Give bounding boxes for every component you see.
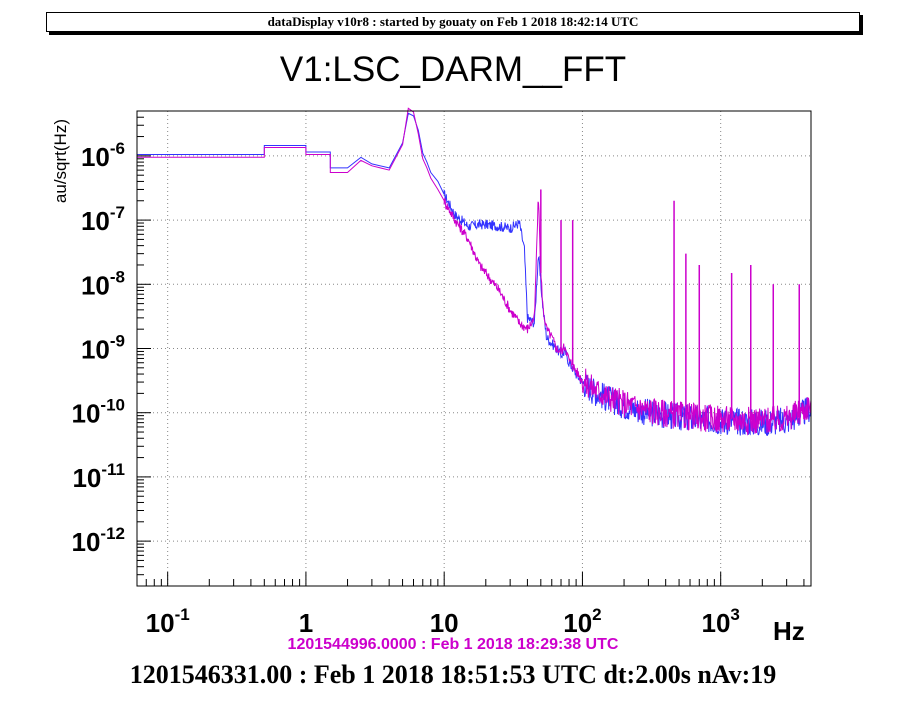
header-text: dataDisplay v10r8 : started by gouaty on… [267, 14, 639, 29]
y-tick-label: 10-12 [72, 524, 126, 557]
x-axis-label: Hz [773, 616, 805, 646]
y-axis-label: au/sqrt(Hz) [51, 119, 70, 203]
x-tick-label: 10 [430, 608, 459, 638]
x-tick-label: 102 [563, 605, 601, 638]
x-tick-label: 1 [299, 608, 313, 638]
y-tick-label: 10-11 [72, 460, 125, 493]
y-tick-label: 10-10 [72, 396, 126, 429]
reference-time-label: 1201544996.0000 : Feb 1 2018 18:29:38 UT… [287, 636, 619, 653]
series-line [137, 107, 812, 436]
header-box: dataDisplay v10r8 : started by gouaty on… [46, 12, 860, 32]
plot-title: V1:LSC_DARM__FFT [279, 50, 627, 89]
current-time-label: 1201546331.00 : Feb 1 2018 18:51:53 UTC … [129, 660, 777, 689]
y-tick-label: 10-8 [81, 267, 125, 300]
series-layer [137, 107, 812, 436]
series-line [137, 112, 812, 436]
x-tick-label: 10-1 [146, 605, 190, 638]
minor-ticks [136, 110, 805, 587]
y-tick-label: 10-6 [81, 139, 125, 172]
grid-lines [137, 111, 811, 586]
x-tick-label: 103 [701, 605, 739, 638]
y-tick-label: 10-9 [81, 332, 125, 365]
tick-labels: 10-1 1 10 102 10310-610-710-810-910-1010-111… [72, 139, 740, 638]
y-tick-label: 10-7 [81, 203, 125, 236]
